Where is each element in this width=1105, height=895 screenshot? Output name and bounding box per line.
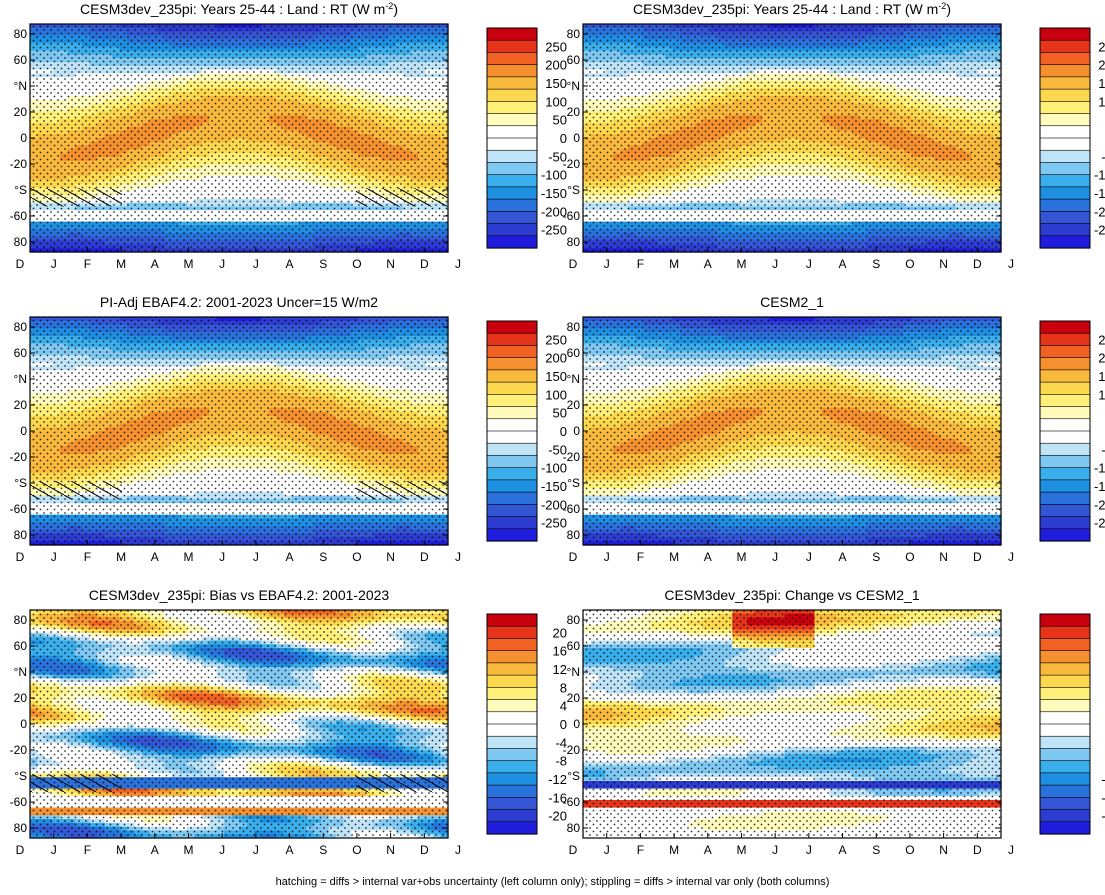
colorbar-swatch <box>486 27 538 41</box>
panel-title: CESM3dev_235pi: Years 25-44 : Land : RT … <box>633 1 951 17</box>
x-tick-label: S <box>319 257 327 271</box>
colorbar-swatch <box>486 235 538 249</box>
y-tick-label: 80 <box>14 235 28 249</box>
colorbar-swatch <box>486 88 538 102</box>
y-tick-label: -60 <box>10 209 28 223</box>
x-tick-label: J <box>455 257 461 271</box>
y-tick-label: 60 <box>14 53 28 67</box>
colorbar-swatch <box>486 211 538 225</box>
colorbar-swatch <box>486 162 538 176</box>
colorbar-label: 250 <box>545 39 567 54</box>
colorbar-swatch <box>486 101 538 115</box>
chart-panel-1: CESM3dev_235pi: Years 25-44 : Land : RT … <box>10 1 567 271</box>
x-tick-label: M <box>116 257 126 271</box>
x-tick-label: A <box>151 257 159 271</box>
x-tick-label: D <box>420 257 429 271</box>
colorbar-label: -150 <box>541 186 567 201</box>
colorbar-swatch <box>486 125 538 139</box>
colorbar-swatch <box>486 149 538 164</box>
colorbar-swatch <box>486 113 538 127</box>
x-tick-label: N <box>386 257 395 271</box>
x-tick-label: M <box>183 257 193 271</box>
colorbar-swatch <box>486 174 538 188</box>
y-tick-label: °S <box>14 183 27 197</box>
colorbar-swatch <box>486 64 538 78</box>
colorbar-label: -250 <box>541 223 567 238</box>
colorbar-swatch <box>486 52 538 66</box>
stipple-overlay <box>30 24 448 252</box>
panel-title: CESM3dev_235pi: Years 25-44 : Land : RT … <box>80 1 398 17</box>
x-tick-label: J <box>219 257 225 271</box>
y-tick-label: 80 <box>14 27 28 41</box>
chart-panel-2: CESM3dev_235pi: Years 25-44 : Land : RT … <box>563 1 1105 271</box>
colorbar-label: 200 <box>545 58 567 73</box>
x-tick-label: F <box>84 257 91 271</box>
colorbar-label: 50 <box>553 113 567 128</box>
hatch-overlay <box>30 188 122 207</box>
colorbar-label: 100 <box>545 94 567 109</box>
colorbar-swatch <box>486 186 538 200</box>
x-tick-label: D <box>16 257 25 271</box>
colorbar-swatch <box>486 76 538 90</box>
colorbar-swatch <box>486 223 538 237</box>
x-tick-label: J <box>51 257 57 271</box>
colorbar-swatch <box>486 39 538 54</box>
y-tick-label: 0 <box>20 131 27 145</box>
hatch-overlay <box>356 188 448 207</box>
colorbar-swatch <box>486 198 538 212</box>
x-tick-label: O <box>352 257 361 271</box>
colorbar-label: 150 <box>545 76 567 91</box>
y-tick-label: °N <box>14 79 27 93</box>
y-tick-label: 20 <box>14 105 28 119</box>
colorbar-swatch <box>486 137 538 151</box>
x-tick-label: A <box>286 257 294 271</box>
x-tick-label: J <box>253 257 259 271</box>
y-tick-label: -20 <box>10 157 28 171</box>
colorbar-label: 0 <box>560 131 567 146</box>
